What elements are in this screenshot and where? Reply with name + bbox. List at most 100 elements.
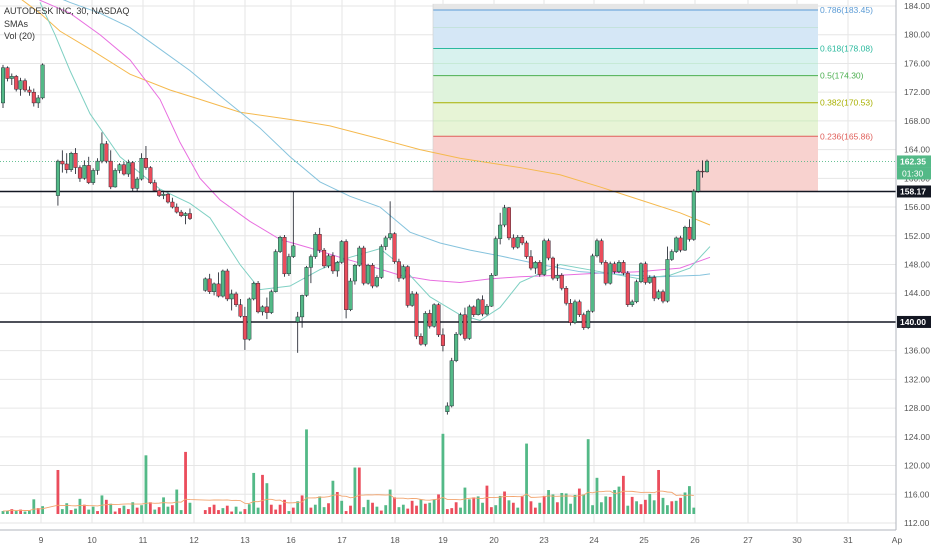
upper-level-label-bg xyxy=(897,185,931,198)
fib-band xyxy=(433,9,818,49)
candle-body xyxy=(449,360,454,407)
volume-bar xyxy=(379,510,383,514)
candle-body xyxy=(594,240,599,257)
volume-bar xyxy=(582,494,586,514)
sma-legend-label[interactable]: SMAs xyxy=(4,18,29,29)
candle-body xyxy=(638,263,643,282)
y-tick-label: 164.00 xyxy=(904,145,930,155)
candle-body xyxy=(634,281,639,303)
volume-bar xyxy=(14,511,18,514)
volume-bar xyxy=(692,507,696,514)
candle-body xyxy=(247,298,252,340)
candle-body xyxy=(117,164,122,171)
candle-body xyxy=(273,251,278,292)
horizontal-levels[interactable] xyxy=(0,161,896,323)
candle-body xyxy=(187,213,192,219)
candle-body xyxy=(550,257,555,279)
volume-bar xyxy=(144,455,148,514)
volume-bar xyxy=(498,495,502,514)
volume-bar xyxy=(122,505,126,514)
candle-body xyxy=(73,153,78,168)
candle-body xyxy=(370,265,375,287)
candle-body xyxy=(77,167,82,179)
candle-body xyxy=(480,299,485,315)
volume-bar xyxy=(327,503,330,514)
candle-body xyxy=(643,263,648,283)
candle-body xyxy=(476,299,481,315)
candle-body xyxy=(69,153,74,170)
volume-bar xyxy=(573,494,577,514)
volume-bar xyxy=(450,508,454,514)
candle-body xyxy=(458,314,463,335)
candle-body xyxy=(339,241,344,263)
candle-body xyxy=(295,316,300,323)
volume-bar xyxy=(313,504,317,514)
x-tick-label: 31 xyxy=(843,535,853,545)
volume-bar xyxy=(357,467,361,514)
volume-bar xyxy=(296,501,300,514)
candle-body xyxy=(616,262,621,272)
volume-bar xyxy=(463,487,467,514)
volume-bar xyxy=(212,504,216,514)
x-tick-label: 25 xyxy=(639,535,649,545)
fib-band xyxy=(433,136,818,192)
candle-body xyxy=(18,80,23,90)
fibonacci-retracement[interactable]: 0.786(183.45) 0.618(178.08) 0.5(174.30) 0.3… xyxy=(432,3,873,192)
volume-bar xyxy=(494,505,498,514)
volume-bar xyxy=(305,429,308,514)
x-tick-label: 18 xyxy=(390,535,400,545)
volume-bar xyxy=(485,485,489,514)
candle-body xyxy=(5,67,10,79)
volume-bar xyxy=(476,496,480,514)
candle-body xyxy=(220,270,225,297)
volume-bar xyxy=(538,502,542,514)
sma-line-orange xyxy=(21,0,711,226)
volume-bar xyxy=(113,511,117,514)
candle-body xyxy=(520,237,525,244)
candle-body xyxy=(31,91,36,104)
volume-bar xyxy=(459,507,462,514)
candle-body xyxy=(546,240,551,259)
y-tick-label: 136.00 xyxy=(904,346,930,356)
candle-body xyxy=(577,301,582,315)
volume-bar xyxy=(375,506,379,514)
last-price-label: 162.35 xyxy=(900,156,926,166)
fib-level-label: 0.382(170.53) xyxy=(820,98,873,108)
fib-level-label: 0.618(178.08) xyxy=(820,44,873,54)
candle-body xyxy=(586,310,591,328)
volume-bar xyxy=(419,499,423,514)
candle-body xyxy=(317,234,322,251)
candle-body xyxy=(454,333,459,361)
candle-body xyxy=(612,263,617,272)
candle-body xyxy=(603,262,608,284)
candle-body xyxy=(396,261,401,279)
volume-bar xyxy=(269,504,273,514)
candle-body xyxy=(282,237,287,275)
volume-bar xyxy=(82,504,86,514)
y-tick-label: 120.00 xyxy=(904,461,930,471)
volume-bar xyxy=(551,494,555,514)
candle-body xyxy=(410,293,415,306)
volume-legend-label[interactable]: Vol (20) xyxy=(4,31,36,41)
y-tick-label: 144.00 xyxy=(904,288,930,298)
symbol-title[interactable]: AUTODESK INC, 30, NASDAQ xyxy=(4,6,130,16)
volume-bar xyxy=(56,469,60,514)
candle-body xyxy=(326,255,331,267)
candle-body xyxy=(256,282,261,313)
candle-body xyxy=(515,237,520,248)
candle-body xyxy=(559,275,564,289)
candle-body xyxy=(143,158,148,168)
candle-body xyxy=(660,291,665,302)
candle-body xyxy=(427,313,432,327)
x-tick-label: 30 xyxy=(792,535,802,545)
volume-bar xyxy=(560,492,564,514)
volume-bar xyxy=(230,511,234,514)
candle-body xyxy=(502,207,507,226)
volume-bar xyxy=(6,510,9,514)
volume-bar xyxy=(234,506,238,514)
volume-bar xyxy=(529,501,533,514)
candle-body xyxy=(238,304,243,317)
volume-bar xyxy=(520,495,524,514)
